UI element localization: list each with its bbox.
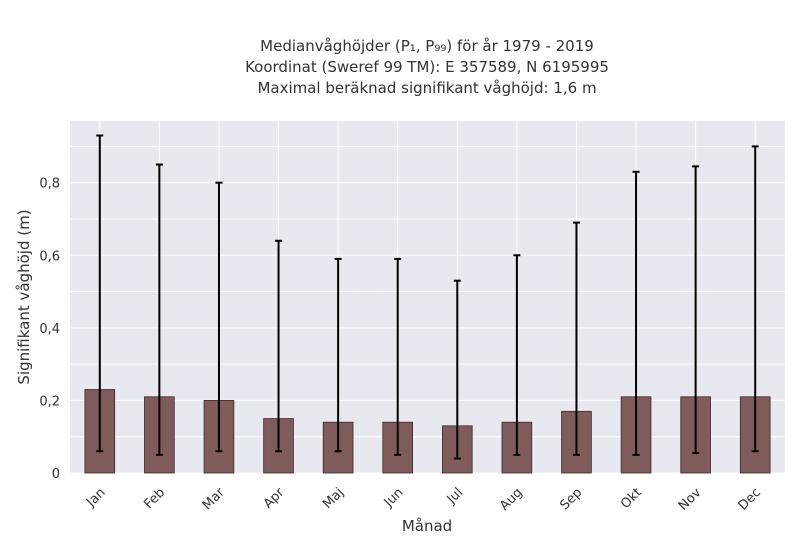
- x-tick-label: Sep: [557, 485, 585, 513]
- y-tick-label: 0,4: [39, 322, 60, 337]
- x-axis-label: Månad: [402, 517, 452, 535]
- x-tick-label: Okt: [618, 485, 645, 512]
- y-axis-label: Signifikant våghöjd (m): [15, 209, 33, 384]
- chart-title-line: Koordinat (Sweref 99 TM): E 357589, N 61…: [245, 58, 609, 76]
- x-tick-label: Apr: [261, 485, 288, 512]
- chart-title: Medianvåghöjder (P₁, P₉₉) för år 1979 - …: [245, 37, 609, 97]
- chart-title-line: Medianvåghöjder (P₁, P₉₉) för år 1979 - …: [260, 37, 594, 55]
- x-tick-label: Jun: [381, 485, 407, 511]
- x-tick-label: Jul: [444, 485, 466, 507]
- x-tick-label: Nov: [676, 485, 705, 514]
- y-tick-label: 0,8: [39, 177, 60, 192]
- error-bars: [96, 134, 759, 460]
- x-tick-label: Feb: [141, 485, 168, 512]
- plot-area: [70, 121, 785, 473]
- x-ticks: Jan Feb Mar Apr Maj Jun Jul Aug Sep Okt Nov Dec: [83, 485, 764, 514]
- y-tick-label: 0: [52, 467, 60, 482]
- y-tick-label: 0,2: [39, 394, 60, 409]
- x-tick-label: Mar: [200, 485, 228, 513]
- y-tick-label: 0,6: [39, 249, 60, 264]
- chart-title-line: Maximal beräknad signifikant våghöjd: 1,…: [257, 79, 596, 97]
- x-tick-label: Dec: [736, 485, 764, 513]
- y-ticks: 0 0,2 0,4 0,6 0,8: [39, 177, 60, 482]
- x-tick-label: Aug: [497, 485, 526, 514]
- x-tick-label: Jan: [83, 485, 108, 510]
- x-tick-label: Maj: [320, 485, 347, 512]
